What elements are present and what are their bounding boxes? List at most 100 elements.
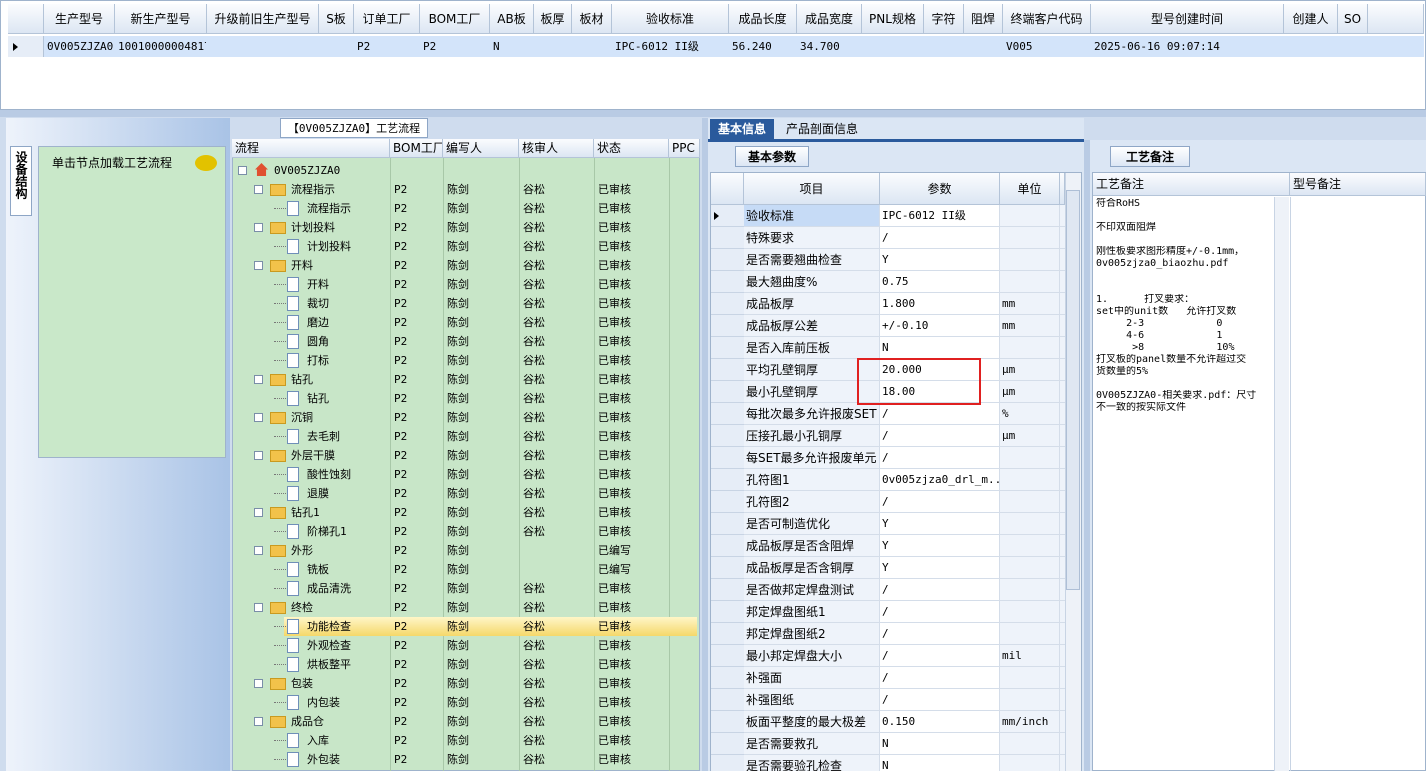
grid-cell[interactable]: 是否需要验孔检查	[744, 755, 880, 771]
tree-cell[interactable]: 已审核	[598, 449, 631, 462]
tree-cell[interactable]: 陈剑	[447, 449, 469, 462]
grid-cell[interactable]: 18.00	[880, 381, 1000, 403]
column-header[interactable]: 新生产型号	[115, 4, 207, 34]
tree-cell[interactable]: 入库	[307, 734, 329, 747]
grid-cell[interactable]: 成品板厚是否含铜厚	[744, 557, 880, 579]
grid-cell[interactable]	[1000, 557, 1060, 579]
grid-cell[interactable]: 1.800	[880, 293, 1000, 315]
grid-cell[interactable]: 是否做邦定焊盘测试	[744, 579, 880, 601]
grid-cell[interactable]: mm	[1000, 293, 1060, 315]
tree-cell[interactable]: 陈剑	[447, 430, 469, 443]
tree-cell[interactable]: P2	[394, 221, 408, 234]
grid-cell[interactable]: Y	[880, 249, 1000, 271]
grid-cell[interactable]: Y	[880, 535, 1000, 557]
column-header[interactable]: 阻焊	[964, 4, 1003, 34]
tree-cell[interactable]: 开料	[307, 278, 329, 291]
grid-cell[interactable]: 验收标准	[744, 205, 880, 227]
grid-cell[interactable]: 补强面	[744, 667, 880, 689]
tree-cell[interactable]: 陈剑	[447, 259, 469, 272]
tree-cell[interactable]: P2	[394, 658, 408, 671]
column-header[interactable]: 板厚	[534, 4, 572, 34]
tree-cell[interactable]: 陈剑	[447, 658, 469, 671]
tree-cell[interactable]: 陈剑	[447, 696, 469, 709]
column-header[interactable]: 单位	[1000, 173, 1060, 205]
tree-cell[interactable]: 钻孔	[291, 373, 313, 386]
column-header[interactable]: 订单工厂	[354, 4, 420, 34]
tree-cell[interactable]: 已审核	[598, 506, 631, 519]
grid-cell[interactable]: /	[880, 689, 1000, 711]
tree-cell[interactable]: P2	[394, 335, 408, 348]
tree-cell[interactable]: P2	[394, 696, 408, 709]
tree-cell[interactable]: 陈剑	[447, 487, 469, 500]
grid-cell[interactable]: 孔符图1	[744, 469, 880, 491]
grid-cell[interactable]: N	[880, 755, 1000, 771]
tree-cell[interactable]: 谷松	[523, 525, 545, 538]
grid-cell[interactable]: 每批次最多允许报废SET	[744, 403, 880, 425]
grid-cell[interactable]: 邦定焊盘图纸2	[744, 623, 880, 645]
tree-cell[interactable]: 已审核	[598, 753, 631, 766]
tree-cell[interactable]: P2	[394, 392, 408, 405]
tree-cell[interactable]: 已审核	[598, 316, 631, 329]
tree-cell[interactable]: 流程指示	[307, 202, 351, 215]
tree-cell[interactable]: P2	[394, 544, 408, 557]
tree-cell[interactable]: 谷松	[523, 240, 545, 253]
tree-cell[interactable]: 铣板	[307, 563, 329, 576]
grid-cell[interactable]: 邦定焊盘图纸1	[744, 601, 880, 623]
tree-cell[interactable]: P2	[394, 240, 408, 253]
grid-cell[interactable]: /	[880, 667, 1000, 689]
tree-cell[interactable]: 已审核	[598, 430, 631, 443]
tree-cell[interactable]: 计划投料	[291, 221, 335, 234]
grid-cell[interactable]	[1000, 491, 1060, 513]
tree-cell[interactable]: 打标	[307, 354, 329, 367]
grid-cell[interactable]: 0v005zjza0_drl_m...	[880, 469, 1000, 491]
tree-cell[interactable]: 陈剑	[447, 221, 469, 234]
tree-cell[interactable]: P2	[394, 278, 408, 291]
tab[interactable]: 产品剖面信息	[785, 122, 858, 136]
grid-cell[interactable]: P2	[423, 40, 437, 53]
grid-cell[interactable]: 是否需要救孔	[744, 733, 880, 755]
tree-cell[interactable]: P2	[394, 183, 408, 196]
column-header[interactable]: 工艺备注	[1093, 173, 1290, 196]
tree-cell[interactable]: 谷松	[523, 696, 545, 709]
tree-cell[interactable]: 陈剑	[447, 392, 469, 405]
grid-cell[interactable]: μm	[1000, 359, 1060, 381]
column-header[interactable]: 升级前旧生产型号	[207, 4, 319, 34]
column-header[interactable]: 型号备注	[1290, 173, 1426, 196]
tree-cell[interactable]: 烘板整平	[307, 658, 351, 671]
tree-cell[interactable]: 磨边	[307, 316, 329, 329]
tree-cell[interactable]: 已审核	[598, 183, 631, 196]
tree-cell[interactable]: 谷松	[523, 753, 545, 766]
tree-cell[interactable]: 陈剑	[447, 468, 469, 481]
tree-cell[interactable]: P2	[394, 620, 408, 633]
tree-cell[interactable]: 圆角	[307, 335, 329, 348]
grid-cell[interactable]: /	[880, 227, 1000, 249]
tree-cell[interactable]: 已编写	[598, 544, 631, 557]
tree-cell[interactable]: 已审核	[598, 259, 631, 272]
tree-cell[interactable]: 谷松	[523, 411, 545, 424]
grid-cell[interactable]	[1000, 535, 1060, 557]
grid-cell[interactable]: N	[880, 733, 1000, 755]
tree-cell[interactable]: 退膜	[307, 487, 329, 500]
tab[interactable]: 基本信息	[710, 119, 774, 139]
tree-cell[interactable]: 外观检查	[307, 639, 351, 652]
splitter[interactable]	[0, 110, 1426, 117]
tree-cell[interactable]: 谷松	[523, 582, 545, 595]
tree-cell[interactable]: 陈剑	[447, 202, 469, 215]
column-header[interactable]: 状态	[594, 139, 669, 158]
grid-cell[interactable]: Y	[880, 557, 1000, 579]
tree-cell[interactable]: 谷松	[523, 335, 545, 348]
column-header[interactable]: 型号创建时间	[1091, 4, 1284, 34]
grid-cell[interactable]: /	[880, 403, 1000, 425]
tree-cell[interactable]: 谷松	[523, 183, 545, 196]
grid-cell[interactable]: 最大翘曲度%	[744, 271, 880, 293]
column-header[interactable]: PNL规格	[862, 4, 924, 34]
tree-cell[interactable]: 谷松	[523, 373, 545, 386]
tree-cell[interactable]: 钻孔	[307, 392, 329, 405]
grid-cell[interactable]: +/-0.10	[880, 315, 1000, 337]
grid-cell[interactable]: /	[880, 425, 1000, 447]
tree-cell[interactable]: 陈剑	[447, 525, 469, 538]
grid-cell[interactable]: 成品板厚是否含阻焊	[744, 535, 880, 557]
tree-cell[interactable]: 去毛刺	[307, 430, 340, 443]
tree-cell[interactable]: 谷松	[523, 259, 545, 272]
tree-cell[interactable]: 陈剑	[447, 240, 469, 253]
